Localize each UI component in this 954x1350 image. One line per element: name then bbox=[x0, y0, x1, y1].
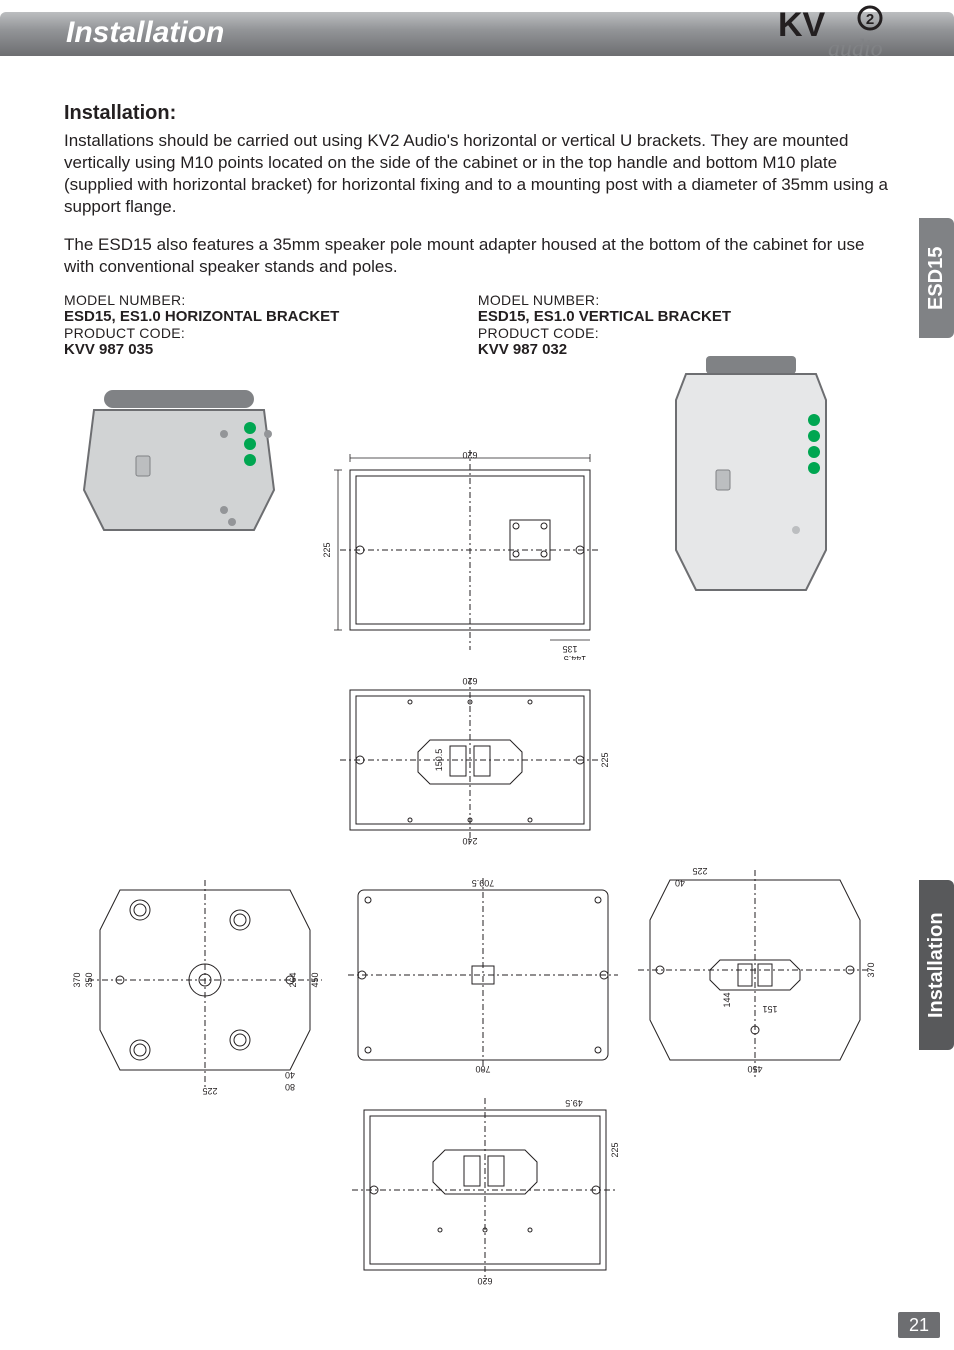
speaker-render-horizontal bbox=[74, 370, 284, 545]
logo-badge: 2 bbox=[866, 11, 874, 28]
code-label: PRODUCT CODE: bbox=[478, 325, 888, 341]
model-value: ESD15, ES1.0 VERTICAL BRACKET bbox=[478, 308, 888, 325]
dim-495: 49.5 bbox=[565, 1098, 583, 1108]
dim-450b: 450 bbox=[747, 1064, 762, 1074]
drawing-top: 709.5 700 bbox=[338, 870, 628, 1080]
dim-7095: 709.5 bbox=[472, 878, 495, 888]
dim-225b: 225 bbox=[600, 752, 610, 767]
logo-sub: audio bbox=[828, 36, 883, 62]
model-value: ESD15, ES1.0 HORIZONTAL BRACKET bbox=[64, 308, 474, 325]
dim-225: 225 bbox=[322, 542, 332, 557]
side-tab-product: ESD15 bbox=[919, 218, 954, 338]
dim-225d: 225 bbox=[692, 866, 707, 876]
drawing-bottom: 620 225 49.5 bbox=[340, 1090, 630, 1290]
dim-225c: 225 bbox=[202, 1086, 217, 1096]
dim-80: 80 bbox=[285, 1082, 295, 1092]
dim-700: 700 bbox=[475, 1064, 490, 1074]
model-label: MODEL NUMBER: bbox=[64, 292, 474, 308]
dim-370b: 370 bbox=[866, 962, 876, 977]
dim-40: 40 bbox=[285, 1070, 295, 1080]
logo-main: KV bbox=[778, 6, 826, 44]
drawing-top-front: 620 225 135 144.5 bbox=[320, 440, 620, 660]
dim-450: 450 bbox=[310, 972, 320, 987]
page-number: 21 bbox=[898, 1312, 940, 1338]
dim-225e: 225 bbox=[610, 1142, 620, 1157]
model-columns: MODEL NUMBER: ESD15, ES1.0 HORIZONTAL BR… bbox=[64, 292, 890, 358]
section-heading: Installation: bbox=[64, 100, 890, 126]
dim-620: 620 bbox=[462, 450, 477, 460]
model-label: MODEL NUMBER: bbox=[478, 292, 888, 308]
drawing-rear: 620 240 225 150.5 bbox=[320, 670, 620, 850]
drawing-side-left: 370 350 264 450 40 80 225 364 bbox=[60, 870, 330, 1100]
side-tab-section: Installation bbox=[919, 880, 954, 1050]
body-copy: Installation: Installations should be ca… bbox=[64, 100, 890, 279]
dim-370: 370 bbox=[72, 972, 82, 987]
dim-135: 135 bbox=[562, 644, 577, 654]
dim-40b: 40 bbox=[675, 878, 685, 888]
dim-350: 350 bbox=[84, 972, 94, 987]
drawing-side-right: 225 40 450 370 144 151 bbox=[630, 860, 880, 1090]
dim-264: 264 bbox=[288, 972, 298, 987]
dim-364: 364 bbox=[202, 1098, 217, 1100]
speaker-render-vertical bbox=[666, 350, 836, 605]
kv2-logo: KV 2 audio bbox=[778, 4, 918, 69]
dim-1505: 150.5 bbox=[434, 749, 444, 772]
dim-1445: 144.5 bbox=[564, 654, 587, 660]
dim-240: 240 bbox=[462, 836, 477, 846]
dim-620b: 620 bbox=[462, 676, 477, 686]
code-value: KVV 987 035 bbox=[64, 341, 474, 358]
dim-620c: 620 bbox=[477, 1276, 492, 1286]
dim-151: 151 bbox=[762, 1004, 777, 1014]
dim-144: 144 bbox=[722, 992, 732, 1007]
section-para2: The ESD15 also features a 35mm speaker p… bbox=[64, 234, 890, 278]
model-right: MODEL NUMBER: ESD15, ES1.0 VERTICAL BRAC… bbox=[478, 292, 888, 358]
code-label: PRODUCT CODE: bbox=[64, 325, 474, 341]
model-left: MODEL NUMBER: ESD15, ES1.0 HORIZONTAL BR… bbox=[64, 292, 474, 358]
section-para1: Installations should be carried out usin… bbox=[64, 130, 890, 218]
